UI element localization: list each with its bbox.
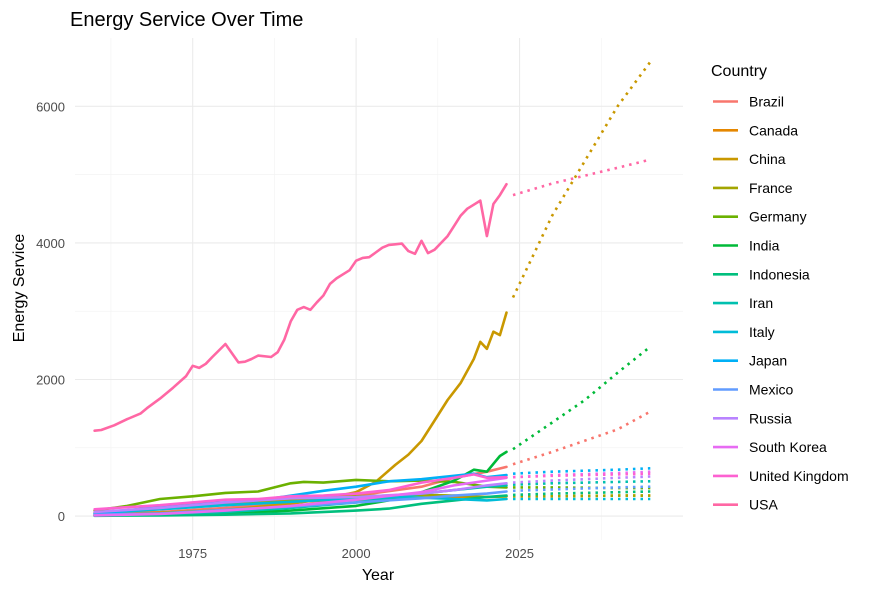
- chart-grid: [75, 38, 683, 540]
- legend-label-russia: Russia: [749, 410, 792, 426]
- legend-label-india: India: [749, 238, 780, 254]
- series-line-usa: [93, 182, 508, 433]
- series-forecast-china: [511, 61, 652, 299]
- y-tick-label: 0: [58, 509, 65, 524]
- legend-label-iran: Iran: [749, 295, 773, 311]
- legend-label-south-korea: South Korea: [749, 439, 827, 455]
- y-axis-ticks: 0 2000 4000 6000: [36, 99, 65, 524]
- series-line-china: [93, 311, 508, 517]
- y-tick-label: 6000: [36, 99, 65, 114]
- legend-label-italy: Italy: [749, 324, 775, 340]
- legend-label-indonesia: Indonesia: [749, 266, 810, 282]
- chart-lines: [93, 61, 652, 518]
- x-tick-label: 2025: [505, 546, 534, 561]
- series-forecast-france: [513, 494, 651, 498]
- legend-label-united-kingdom: United Kingdom: [749, 468, 849, 484]
- y-tick-label: 2000: [36, 372, 65, 387]
- legend-label-canada: Canada: [749, 122, 798, 138]
- legend-label-france: France: [749, 180, 793, 196]
- legend-label-china: China: [749, 151, 786, 167]
- x-tick-label: 1975: [178, 546, 207, 561]
- legend-label-mexico: Mexico: [749, 382, 794, 398]
- series-forecast-usa: [512, 158, 651, 197]
- legend-label-japan: Japan: [749, 353, 787, 369]
- series-forecast-india: [512, 345, 652, 451]
- series-line-united-kingdom: [93, 473, 508, 511]
- legend-label-usa: USA: [749, 497, 778, 513]
- series-forecast-japan: [512, 467, 651, 475]
- series-forecast-mexico: [512, 485, 651, 493]
- series-forecast-brazil: [512, 410, 651, 466]
- series-line-germany: [93, 478, 508, 512]
- chart-title: Energy Service Over Time: [70, 9, 303, 31]
- series-line-south-korea: [93, 476, 508, 517]
- y-axis-title: Energy Service: [11, 234, 28, 343]
- x-tick-label: 2000: [342, 546, 371, 561]
- x-axis-ticks: 1975 2000 2025: [178, 546, 534, 561]
- chart-legend: Country Brazil Canada China France Germany In…: [711, 63, 849, 513]
- series-line-russia: [93, 481, 508, 514]
- y-tick-label: 4000: [36, 236, 65, 251]
- series-forecast-united-kingdom: [512, 472, 651, 479]
- series-forecast-south-korea: [512, 470, 651, 479]
- series-forecast-indonesia: [512, 490, 651, 497]
- legend-label-germany: Germany: [749, 209, 807, 225]
- legend-label-brazil: Brazil: [749, 94, 784, 110]
- x-axis-title: Year: [362, 567, 395, 584]
- legend-title: Country: [711, 63, 767, 80]
- series-forecast-iran: [512, 480, 651, 486]
- series-forecast-russia: [512, 475, 651, 484]
